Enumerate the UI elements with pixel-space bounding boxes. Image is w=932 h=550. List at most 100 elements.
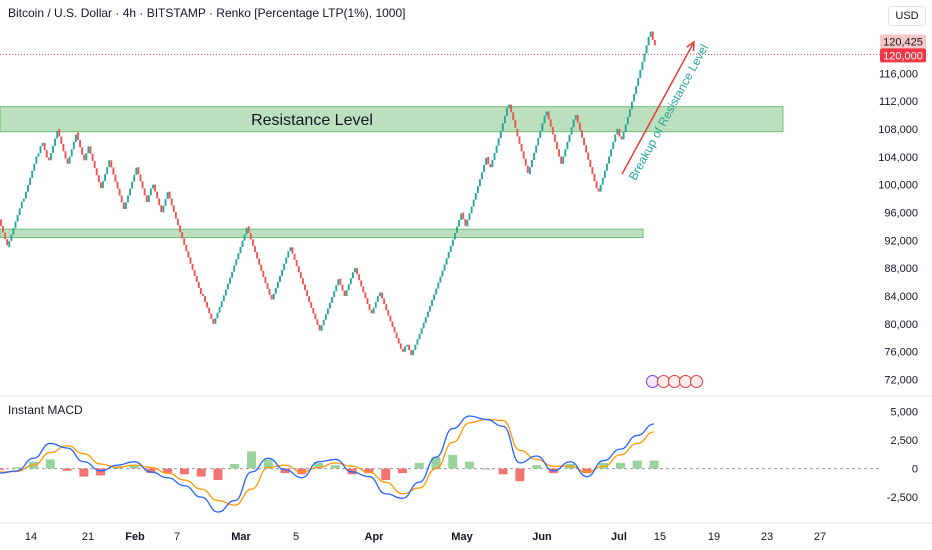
renko-brick [258, 258, 261, 265]
renko-brick [137, 167, 140, 175]
renko-brick [202, 293, 204, 297]
renko-brick [177, 218, 179, 226]
renko-brick [593, 174, 596, 182]
renko-brick [14, 221, 17, 229]
macd-histogram-bar [230, 464, 240, 469]
renko-brick [279, 275, 281, 282]
event-badges[interactable] [646, 375, 703, 388]
time-tick-label: 21 [82, 531, 94, 543]
renko-brick [522, 151, 525, 159]
macd-tick-label: 5,000 [890, 406, 918, 418]
renko-brick [133, 174, 136, 182]
renko-brick [581, 130, 583, 138]
renko-brick [372, 307, 375, 314]
renko-brick [293, 253, 296, 260]
renko-brick [312, 307, 315, 314]
renko-brick [191, 263, 194, 270]
renko-brick [135, 167, 138, 175]
renko-brick [560, 156, 563, 164]
renko-brick [429, 305, 431, 312]
renko-brick [487, 156, 490, 165]
time-tick-label: Jul [611, 531, 627, 543]
renko-brick [599, 184, 602, 192]
renko-brick [239, 246, 242, 254]
renko-brick [433, 294, 436, 301]
price-tick-label: 108,000 [878, 124, 918, 136]
renko-brick [651, 31, 654, 40]
time-tick-label: 19 [708, 531, 720, 543]
renko-brick [356, 268, 358, 275]
renko-brick [166, 192, 169, 200]
price-tick-label: 88,000 [884, 263, 918, 275]
renko-brick [493, 152, 496, 161]
time-tick-label: 14 [25, 531, 37, 543]
renko-brick [193, 269, 196, 277]
renko-brick [99, 182, 102, 189]
renko-brick [29, 177, 32, 185]
renko-brick [503, 115, 506, 124]
renko-brick [87, 146, 90, 154]
time-tick-label: Apr [365, 531, 385, 543]
renko-brick [614, 134, 617, 142]
renko-brick [620, 136, 623, 140]
chart-title: Bitcoin / U.S. Dollar · 4h · BITSTAMP · … [8, 6, 406, 20]
renko-brick [518, 136, 521, 144]
renko-brick [156, 191, 159, 199]
time-tick-label: Jun [532, 531, 552, 543]
macd-histogram-bar [632, 460, 642, 469]
renko-brick [31, 170, 34, 178]
renko-brick [572, 119, 575, 128]
renko-brick [301, 278, 304, 285]
renko-brick [93, 160, 96, 169]
renko-brick [56, 131, 59, 139]
macd-histogram-bar [465, 461, 475, 469]
renko-brick [379, 292, 381, 297]
renko-brick [337, 279, 340, 286]
renko-brick [274, 287, 277, 294]
macd-histogram-bar [431, 457, 441, 469]
renko-brick [453, 233, 456, 240]
renko-brick [420, 328, 423, 334]
renko-brick [489, 164, 492, 168]
renko-brick [33, 163, 36, 171]
renko-brick [647, 37, 650, 46]
renko-brick [206, 301, 209, 308]
renko-brick [576, 115, 579, 123]
currency-button[interactable]: USD [888, 6, 926, 26]
renko-brick [326, 308, 329, 315]
renko-brick [218, 306, 221, 313]
renko-brick [649, 31, 652, 38]
renko-brick [308, 296, 311, 303]
renko-brick [578, 122, 581, 131]
renko-brick [585, 145, 588, 153]
renko-brick [122, 202, 125, 209]
renko-brick [197, 282, 200, 289]
renko-brick [610, 149, 613, 157]
renko-brick [314, 313, 317, 320]
renko-brick [635, 85, 638, 94]
flag-icon[interactable] [690, 375, 703, 388]
renko-bricks [0, 31, 656, 356]
renko-brick [460, 213, 463, 221]
renko-brick [562, 156, 565, 164]
renko-brick [410, 350, 413, 356]
renko-brick [389, 315, 392, 322]
macd-histogram-bar [62, 468, 72, 471]
renko-brick [566, 142, 569, 150]
renko-brick [547, 111, 550, 120]
renko-brick [445, 258, 448, 265]
renko-brick [268, 288, 271, 295]
renko-brick [631, 101, 633, 110]
renko-brick [558, 149, 560, 157]
renko-brick [131, 181, 134, 189]
renko-brick [4, 232, 7, 240]
renko-brick [595, 181, 598, 189]
macd-line [0, 415, 655, 513]
renko-brick [551, 126, 554, 135]
renko-brick [52, 145, 54, 154]
time-tick-label: Feb [125, 531, 145, 543]
renko-brick [162, 205, 165, 213]
renko-brick [439, 276, 442, 283]
renko-brick [158, 198, 161, 206]
